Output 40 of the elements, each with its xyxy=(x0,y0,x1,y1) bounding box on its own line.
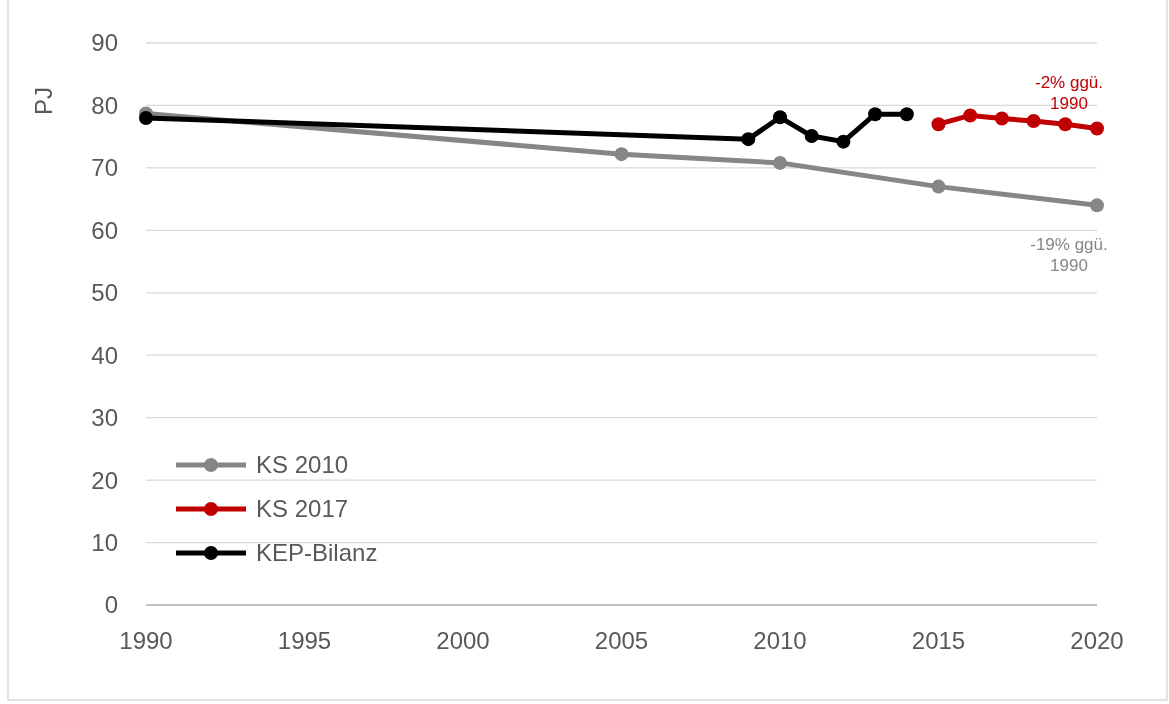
point xyxy=(773,110,787,125)
point xyxy=(139,110,153,125)
legend-label: KS 2017 xyxy=(256,495,349,523)
point xyxy=(994,111,1009,126)
point xyxy=(804,129,819,144)
point xyxy=(899,107,914,122)
x-tick-label: 1995 xyxy=(277,627,332,654)
point xyxy=(931,117,946,132)
point xyxy=(931,179,946,194)
legend-label: KEP-Bilanz xyxy=(256,539,378,567)
x-tick-label: 2015 xyxy=(911,627,966,654)
y-tick-label: 80 xyxy=(91,91,118,119)
point xyxy=(1026,114,1041,129)
point xyxy=(1090,121,1104,136)
y-tick-label: 90 xyxy=(91,29,118,57)
y-tick-label: 10 xyxy=(91,528,118,556)
x-tick-label: 2005 xyxy=(594,627,649,654)
point xyxy=(868,107,883,122)
x-tick-label: 1990 xyxy=(119,627,173,654)
annotation: -19% ggü. 1990 xyxy=(1030,235,1108,276)
x-tick-label: 2020 xyxy=(1070,627,1124,654)
x-tick-label: 2010 xyxy=(753,627,807,654)
y-tick-label: 60 xyxy=(91,216,118,244)
y-tick-label: 20 xyxy=(91,466,118,494)
legend-label: KS 2010 xyxy=(256,451,349,479)
point xyxy=(1058,117,1073,132)
point xyxy=(773,155,787,170)
y-tick-label: 70 xyxy=(91,154,118,182)
point xyxy=(1090,198,1104,213)
x-tick-label: 2000 xyxy=(436,627,490,654)
point xyxy=(836,134,851,149)
y-tick-label: 30 xyxy=(91,404,118,432)
annotation: -2% ggü. 1990 xyxy=(1034,72,1104,113)
y-axis-title: PJ xyxy=(30,86,57,116)
point xyxy=(741,132,756,147)
y-tick-label: 40 xyxy=(91,341,118,369)
point xyxy=(614,147,629,162)
point xyxy=(963,108,978,123)
y-tick-label: 0 xyxy=(104,591,118,619)
y-tick-label: 50 xyxy=(91,279,118,307)
